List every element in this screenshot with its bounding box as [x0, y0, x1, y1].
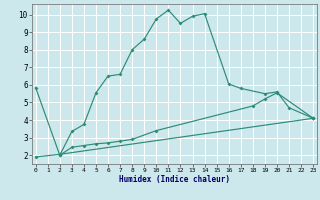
X-axis label: Humidex (Indice chaleur): Humidex (Indice chaleur) [119, 175, 230, 184]
